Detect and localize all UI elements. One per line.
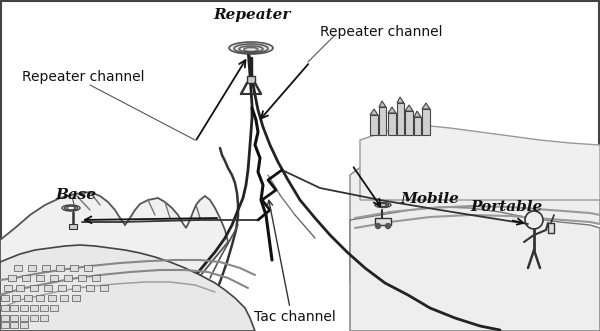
Circle shape: [376, 223, 380, 228]
Polygon shape: [422, 103, 430, 109]
Bar: [70, 265, 78, 271]
Ellipse shape: [244, 48, 258, 52]
Bar: [20, 322, 28, 328]
Bar: [370, 115, 378, 135]
Bar: [1, 322, 9, 328]
Bar: [92, 275, 100, 281]
Bar: [69, 224, 77, 229]
Bar: [10, 315, 18, 321]
Bar: [397, 103, 404, 135]
Bar: [10, 305, 18, 311]
Bar: [64, 275, 72, 281]
Ellipse shape: [229, 42, 273, 54]
Polygon shape: [379, 101, 386, 107]
Ellipse shape: [239, 46, 263, 52]
Text: Repeater channel: Repeater channel: [320, 25, 443, 39]
Bar: [84, 265, 92, 271]
Bar: [56, 265, 64, 271]
Bar: [40, 315, 48, 321]
Bar: [44, 285, 52, 291]
Bar: [20, 305, 28, 311]
Polygon shape: [370, 109, 378, 115]
Bar: [379, 107, 386, 135]
Bar: [1, 305, 9, 311]
Bar: [414, 117, 421, 135]
Bar: [8, 275, 16, 281]
Bar: [1, 315, 9, 321]
Bar: [14, 265, 22, 271]
Bar: [86, 285, 94, 291]
Polygon shape: [350, 208, 600, 331]
Bar: [247, 76, 255, 83]
Polygon shape: [350, 207, 600, 331]
Bar: [548, 223, 554, 233]
Circle shape: [386, 223, 391, 228]
Bar: [100, 285, 108, 291]
Bar: [72, 285, 80, 291]
Bar: [24, 295, 32, 301]
Polygon shape: [360, 125, 600, 200]
Bar: [22, 275, 30, 281]
Polygon shape: [388, 107, 396, 113]
Bar: [422, 109, 430, 135]
Polygon shape: [414, 111, 421, 117]
Circle shape: [525, 211, 543, 229]
Bar: [58, 285, 66, 291]
Bar: [60, 295, 68, 301]
Bar: [42, 265, 50, 271]
Bar: [30, 285, 38, 291]
Polygon shape: [405, 105, 413, 111]
Text: Mobile: Mobile: [400, 192, 459, 206]
Bar: [78, 275, 86, 281]
Bar: [48, 295, 56, 301]
Bar: [72, 295, 80, 301]
Bar: [40, 305, 48, 311]
Polygon shape: [0, 245, 255, 331]
Polygon shape: [155, 48, 500, 331]
Bar: [405, 111, 413, 135]
Bar: [375, 218, 391, 225]
Bar: [388, 113, 396, 135]
Text: Portable: Portable: [470, 200, 542, 214]
Bar: [36, 295, 44, 301]
Polygon shape: [350, 148, 600, 331]
Text: Base: Base: [55, 188, 96, 202]
Bar: [12, 295, 20, 301]
Text: Repeater channel: Repeater channel: [22, 70, 145, 84]
Bar: [50, 275, 58, 281]
Bar: [50, 305, 58, 311]
Bar: [28, 265, 36, 271]
Polygon shape: [397, 97, 404, 103]
Text: Repeater: Repeater: [214, 8, 290, 22]
Polygon shape: [0, 192, 228, 331]
Bar: [30, 305, 38, 311]
Bar: [16, 285, 24, 291]
Bar: [20, 315, 28, 321]
Bar: [36, 275, 44, 281]
Bar: [1, 295, 9, 301]
Bar: [30, 315, 38, 321]
Ellipse shape: [234, 44, 268, 53]
Bar: [10, 322, 18, 328]
Text: Tac channel: Tac channel: [254, 310, 336, 324]
Bar: [4, 285, 12, 291]
